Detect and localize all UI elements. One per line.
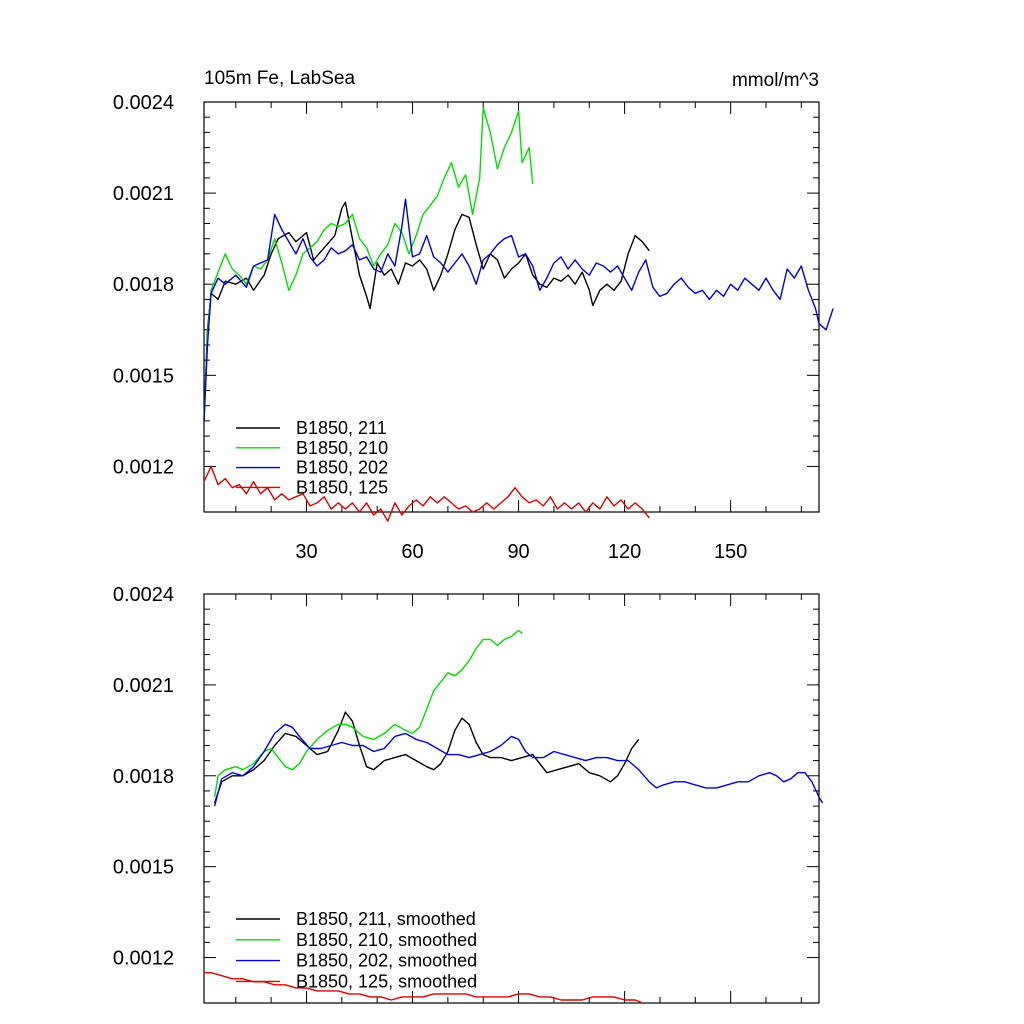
legend-label: B1850, 202, smoothed bbox=[296, 951, 477, 971]
series-line bbox=[203, 198, 834, 421]
legend-label: B1850, 125, smoothed bbox=[296, 971, 477, 991]
y-tick-label: 0.0018 bbox=[113, 274, 174, 296]
top-panel: 0.0012 0.0015 0.0018 0.0021 0.0024 30 60 90 120 1… bbox=[113, 92, 834, 563]
x-tick-label: 120 bbox=[608, 541, 641, 563]
series-line bbox=[204, 972, 643, 1004]
y-tick-label: 0.0012 bbox=[113, 948, 174, 970]
y-tick-label: 0.0024 bbox=[113, 92, 174, 114]
bottom-panel: 0.0012 0.0015 0.0018 0.0021 0.0024 B1850, 211… bbox=[113, 584, 824, 1004]
x-tick-label: 60 bbox=[401, 541, 423, 563]
plot-frame bbox=[203, 101, 820, 513]
legend-label: B1850, 211 bbox=[296, 418, 387, 438]
series-line bbox=[213, 629, 523, 798]
series-line bbox=[203, 201, 650, 421]
x-tick-label: 90 bbox=[507, 541, 529, 563]
x-tick-label: 30 bbox=[295, 541, 317, 563]
legend-label: B1850, 210, smoothed bbox=[296, 930, 477, 950]
legend-label: B1850, 210 bbox=[296, 438, 388, 458]
units-label: mmol/m^3 bbox=[732, 70, 819, 91]
y-tick-label: 0.0018 bbox=[113, 766, 174, 788]
x-tick-label: 150 bbox=[714, 541, 747, 563]
series-line bbox=[203, 107, 534, 421]
series-line bbox=[213, 711, 640, 804]
y-tick-label: 0.0015 bbox=[113, 365, 174, 387]
y-tick-label: 0.0021 bbox=[113, 675, 174, 697]
y-tick-label: 0.0021 bbox=[113, 183, 174, 205]
legend-label: B1850, 202 bbox=[296, 458, 388, 478]
plot-title: 105m Fe, LabSea bbox=[204, 68, 355, 89]
legend-label: B1850, 125 bbox=[296, 477, 388, 497]
plot-frame bbox=[203, 593, 820, 1004]
series-line bbox=[213, 723, 824, 807]
legend-label: B1850, 211, smoothed bbox=[296, 909, 476, 929]
series-line bbox=[203, 465, 650, 522]
y-tick-label: 0.0012 bbox=[113, 456, 174, 478]
y-tick-label: 0.0015 bbox=[113, 857, 174, 879]
y-tick-label: 0.0024 bbox=[113, 584, 174, 606]
